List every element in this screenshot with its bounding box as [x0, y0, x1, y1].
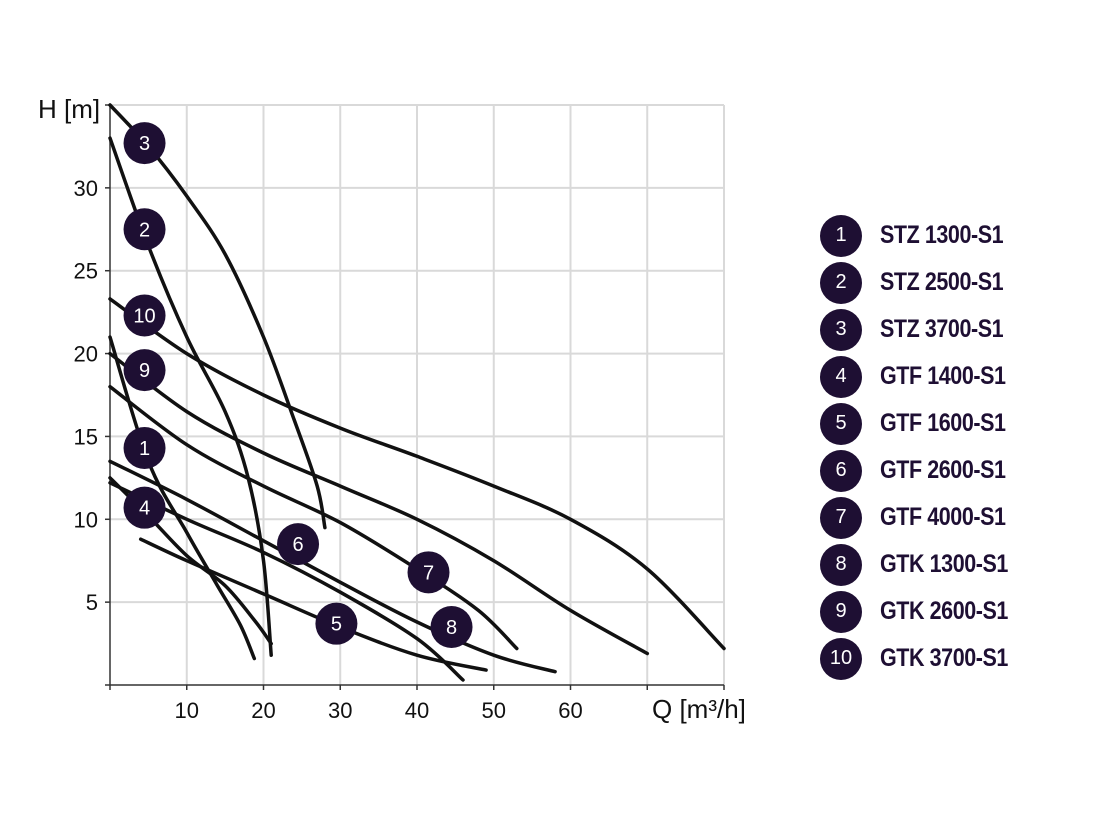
x-tick-label: 60 [558, 698, 582, 723]
y-axis-title: H [m] [38, 94, 100, 124]
curve-marker-circle [407, 551, 450, 594]
curve-8 [108, 459, 557, 674]
legend-label: GTF 1400-S1 [880, 362, 1006, 390]
legend-badge: 6 [820, 449, 862, 492]
curve-7 [108, 384, 519, 651]
curve-marker-circle [123, 349, 166, 392]
curve-marker-number: 4 [139, 498, 150, 520]
y-tick-label: 20 [74, 342, 98, 367]
legend-badge: 2 [820, 261, 862, 304]
curve-marker-2: 2 [123, 208, 166, 251]
curve-marker-circle [430, 606, 473, 648]
y-tick-label: 30 [74, 176, 98, 201]
x-tick-label: 10 [175, 698, 199, 723]
legend-label: GTK 3700-S1 [880, 644, 1008, 672]
curve-marker-circle [277, 523, 320, 566]
legend-badge: 7 [820, 496, 862, 539]
curves [108, 103, 726, 682]
legend-label: GTF 2600-S1 [880, 456, 1006, 484]
legend-item: 6 GTF 2600-S1 [820, 447, 1090, 494]
curve-marker-number: 3 [139, 133, 150, 155]
legend-badge: 8 [820, 543, 862, 586]
legend-label: STZ 1300-S1 [880, 221, 1004, 249]
legend-badge: 1 [820, 214, 862, 257]
curve-marker-circle [123, 486, 166, 529]
curve-marker-3: 3 [123, 122, 166, 165]
legend-item: 4 GTF 1400-S1 [820, 353, 1090, 400]
legend-label: GTF 4000-S1 [880, 503, 1006, 531]
curve-6 [108, 481, 465, 682]
curve-marker-circle [123, 208, 166, 251]
curve-marker-10: 10 [123, 294, 166, 337]
legend-item: 7 GTF 4000-S1 [820, 494, 1090, 541]
x-axis-title: Q [m³/h] [652, 694, 746, 724]
legend-badge: 3 [820, 308, 862, 351]
legend-badge: 10 [820, 637, 862, 680]
curve-marker-5: 5 [315, 602, 358, 645]
curve-marker-number: 5 [331, 614, 342, 636]
legend: 1 STZ 1300-S1 2 STZ 2500-S1 3 STZ 3700-S1 4 GTF… [820, 212, 1090, 682]
legend-label: GTF 1600-S1 [880, 409, 1006, 437]
legend-badge: 9 [820, 590, 862, 633]
y-tick-label: 10 [74, 507, 98, 532]
curve-marker-1: 1 [123, 427, 166, 470]
x-tick-label: 20 [251, 698, 275, 723]
x-tick-label: 30 [328, 698, 352, 723]
y-tick-label: 25 [74, 259, 98, 284]
legend-item: 9 GTK 2600-S1 [820, 588, 1090, 635]
legend-item: 3 STZ 3700-S1 [820, 306, 1090, 353]
curve-5 [138, 537, 488, 672]
curve-marker-8: 8 [430, 606, 473, 648]
curve-marker-number: 7 [423, 562, 434, 584]
curve-marker-number: 1 [139, 438, 150, 460]
curve-marker-number: 10 [133, 305, 155, 327]
grid [110, 104, 725, 685]
legend-label: GTK 2600-S1 [880, 597, 1008, 625]
legend-badge: 5 [820, 402, 862, 445]
axes [105, 104, 725, 690]
curve-marker-circle [315, 602, 358, 645]
legend-item: 8 GTK 1300-S1 [820, 541, 1090, 588]
curve-marker-6: 6 [277, 523, 320, 566]
legend-item: 2 STZ 2500-S1 [820, 259, 1090, 306]
curve-10 [108, 297, 726, 651]
curve-marker-7: 7 [407, 551, 450, 594]
legend-item: 5 GTF 1600-S1 [820, 400, 1090, 447]
curve-markers: 1 2 3 4 5 6 7 8 9 10 [123, 122, 473, 648]
curve-marker-number: 6 [292, 534, 303, 556]
curve-marker-4: 4 [123, 486, 166, 529]
legend-item: 10 GTK 3700-S1 [820, 635, 1090, 682]
legend-badge: 4 [820, 355, 862, 398]
curve-marker-9: 9 [123, 349, 166, 392]
curve-marker-number: 8 [446, 617, 457, 639]
x-tick-label: 50 [482, 698, 506, 723]
legend-label: STZ 3700-S1 [880, 315, 1004, 343]
legend-item: 1 STZ 1300-S1 [820, 212, 1090, 259]
curve-1 [108, 335, 257, 661]
legend-label: STZ 2500-S1 [880, 268, 1004, 296]
legend-label: GTK 1300-S1 [880, 550, 1008, 578]
curve-9 [108, 351, 650, 656]
y-tick-label: 5 [86, 590, 98, 615]
curve-marker-number: 2 [139, 219, 150, 241]
curve-marker-circle [123, 294, 166, 337]
curve-marker-circle [123, 122, 166, 165]
y-tick-label: 15 [74, 424, 98, 449]
curve-marker-number: 9 [139, 360, 150, 382]
curve-marker-circle [123, 427, 166, 470]
x-tick-label: 40 [405, 698, 429, 723]
